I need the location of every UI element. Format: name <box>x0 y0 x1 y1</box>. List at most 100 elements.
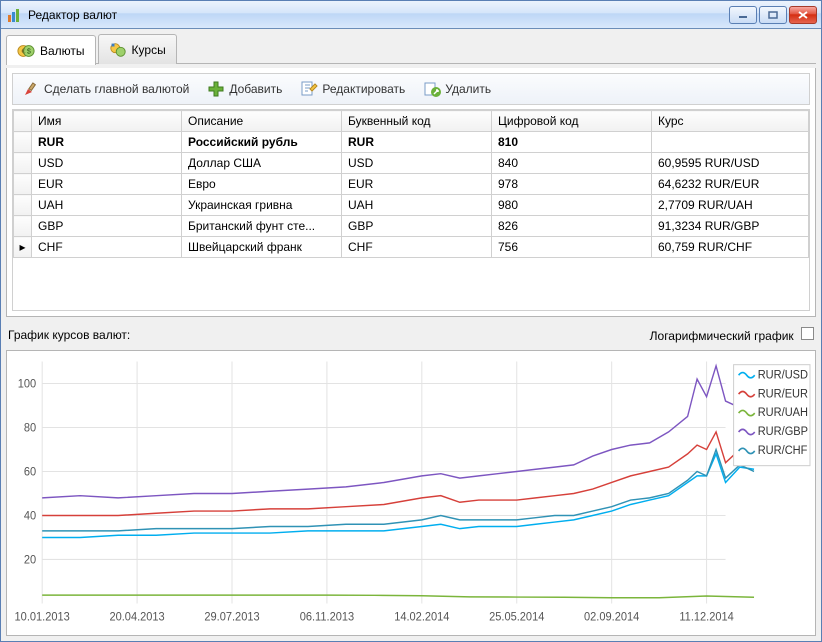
cell-desc: Британский фунт сте... <box>182 216 342 237</box>
row-marker <box>14 132 32 153</box>
chart-title: График курсов валют: <box>8 328 130 342</box>
grid-header-row: Имя Описание Буквенный код Цифровой код … <box>14 111 809 132</box>
cell-desc: Евро <box>182 174 342 195</box>
log-scale-label: Логарифмический график <box>650 329 794 343</box>
svg-text:80: 80 <box>24 423 36 435</box>
app-icon <box>7 7 23 23</box>
cell-alpha: GBP <box>342 216 492 237</box>
edit-icon <box>300 80 318 98</box>
currency-icon: €$ <box>17 42 35 60</box>
brush-icon <box>22 80 40 98</box>
delete-icon <box>423 80 441 98</box>
svg-text:06.11.2013: 06.11.2013 <box>300 611 354 623</box>
window: Редактор валют €$ Валюты Курсы Сделать г… <box>0 0 822 642</box>
currency-grid[interactable]: Имя Описание Буквенный код Цифровой код … <box>12 109 810 311</box>
window-title: Редактор валют <box>28 8 729 22</box>
cell-alpha: USD <box>342 153 492 174</box>
tab-panel: Сделать главной валютой Добавить Редакти… <box>6 68 816 317</box>
cell-desc: Украинская гривна <box>182 195 342 216</box>
svg-text:RUR/UAH: RUR/UAH <box>758 407 808 419</box>
toolbar: Сделать главной валютой Добавить Редакти… <box>12 73 810 105</box>
table-row[interactable]: GBPБританский фунт сте...GBP82691,3234 R… <box>14 216 809 237</box>
cell-desc: Швейцарский франк <box>182 237 342 258</box>
cell-desc: Доллар США <box>182 153 342 174</box>
cell-rate: 60,759 RUR/CHF <box>652 237 809 258</box>
svg-text:25.05.2014: 25.05.2014 <box>489 611 544 623</box>
cell-num: 980 <box>492 195 652 216</box>
table-row[interactable]: RURРоссийский рубльRUR810 <box>14 132 809 153</box>
svg-text:29.07.2013: 29.07.2013 <box>204 611 259 623</box>
cell-num: 978 <box>492 174 652 195</box>
tab-currencies[interactable]: €$ Валюты <box>6 35 96 65</box>
col-alpha[interactable]: Буквенный код <box>342 111 492 132</box>
tab-label: Курсы <box>132 43 166 57</box>
col-num[interactable]: Цифровой код <box>492 111 652 132</box>
row-marker <box>14 216 32 237</box>
svg-text:60: 60 <box>24 466 36 478</box>
row-marker <box>14 174 32 195</box>
row-marker: ▸ <box>14 237 32 258</box>
svg-text:11.12.2014: 11.12.2014 <box>679 611 733 623</box>
cell-num: 756 <box>492 237 652 258</box>
cell-num: 826 <box>492 216 652 237</box>
titlebar[interactable]: Редактор валют <box>1 1 821 29</box>
tab-label: Валюты <box>40 44 85 58</box>
svg-text:€: € <box>22 46 26 55</box>
table-row[interactable]: ▸CHFШвейцарский франкCHF75660,759 RUR/CH… <box>14 237 809 258</box>
col-rate[interactable]: Курс <box>652 111 809 132</box>
cell-rate: 60,9595 RUR/USD <box>652 153 809 174</box>
button-label: Редактировать <box>322 82 405 96</box>
row-marker <box>14 153 32 174</box>
cell-alpha: UAH <box>342 195 492 216</box>
minimize-button[interactable] <box>729 6 757 24</box>
cell-rate: 2,7709 RUR/UAH <box>652 195 809 216</box>
svg-text:RUR/GBP: RUR/GBP <box>758 426 808 438</box>
button-label: Сделать главной валютой <box>44 82 189 96</box>
delete-button[interactable]: Удалить <box>417 77 497 101</box>
cell-alpha: EUR <box>342 174 492 195</box>
cell-name: GBP <box>32 216 182 237</box>
cell-desc: Российский рубль <box>182 132 342 153</box>
table-row[interactable]: UAHУкраинская гривнаUAH9802,7709 RUR/UAH <box>14 195 809 216</box>
cell-name: RUR <box>32 132 182 153</box>
rates-icon <box>109 41 127 59</box>
cell-num: 840 <box>492 153 652 174</box>
svg-text:02.09.2014: 02.09.2014 <box>584 611 639 623</box>
cell-alpha: RUR <box>342 132 492 153</box>
log-scale-toggle[interactable]: Логарифмический график <box>650 327 814 343</box>
close-button[interactable] <box>789 6 817 24</box>
cell-rate: 64,6232 RUR/EUR <box>652 174 809 195</box>
edit-button[interactable]: Редактировать <box>294 77 411 101</box>
table-row[interactable]: EURЕвроEUR97864,6232 RUR/EUR <box>14 174 809 195</box>
svg-text:RUR/CHF: RUR/CHF <box>758 445 808 457</box>
maximize-button[interactable] <box>759 6 787 24</box>
plus-icon <box>207 80 225 98</box>
tab-strip: €$ Валюты Курсы <box>6 34 816 64</box>
cell-rate: 91,3234 RUR/GBP <box>652 216 809 237</box>
tab-rates[interactable]: Курсы <box>98 34 177 64</box>
table-row[interactable]: USDДоллар СШАUSD84060,9595 RUR/USD <box>14 153 809 174</box>
button-label: Удалить <box>445 82 491 96</box>
add-button[interactable]: Добавить <box>201 77 288 101</box>
make-main-button[interactable]: Сделать главной валютой <box>16 77 195 101</box>
svg-text:20: 20 <box>24 554 36 566</box>
svg-text:20.04.2013: 20.04.2013 <box>109 611 164 623</box>
cell-name: USD <box>32 153 182 174</box>
cell-rate <box>652 132 809 153</box>
svg-text:40: 40 <box>24 510 36 522</box>
cell-alpha: CHF <box>342 237 492 258</box>
col-name[interactable]: Имя <box>32 111 182 132</box>
cell-name: UAH <box>32 195 182 216</box>
row-marker <box>14 195 32 216</box>
cell-name: EUR <box>32 174 182 195</box>
checkbox-icon[interactable] <box>801 327 814 340</box>
chart-area: 2040608010010.01.201320.04.201329.07.201… <box>6 350 816 636</box>
button-label: Добавить <box>229 82 282 96</box>
svg-text:RUR/USD: RUR/USD <box>758 369 808 381</box>
svg-text:10.01.2013: 10.01.2013 <box>15 611 70 623</box>
cell-name: CHF <box>32 237 182 258</box>
col-desc[interactable]: Описание <box>182 111 342 132</box>
cell-num: 810 <box>492 132 652 153</box>
svg-text:$: $ <box>27 46 31 55</box>
svg-text:14.02.2014: 14.02.2014 <box>394 611 449 623</box>
